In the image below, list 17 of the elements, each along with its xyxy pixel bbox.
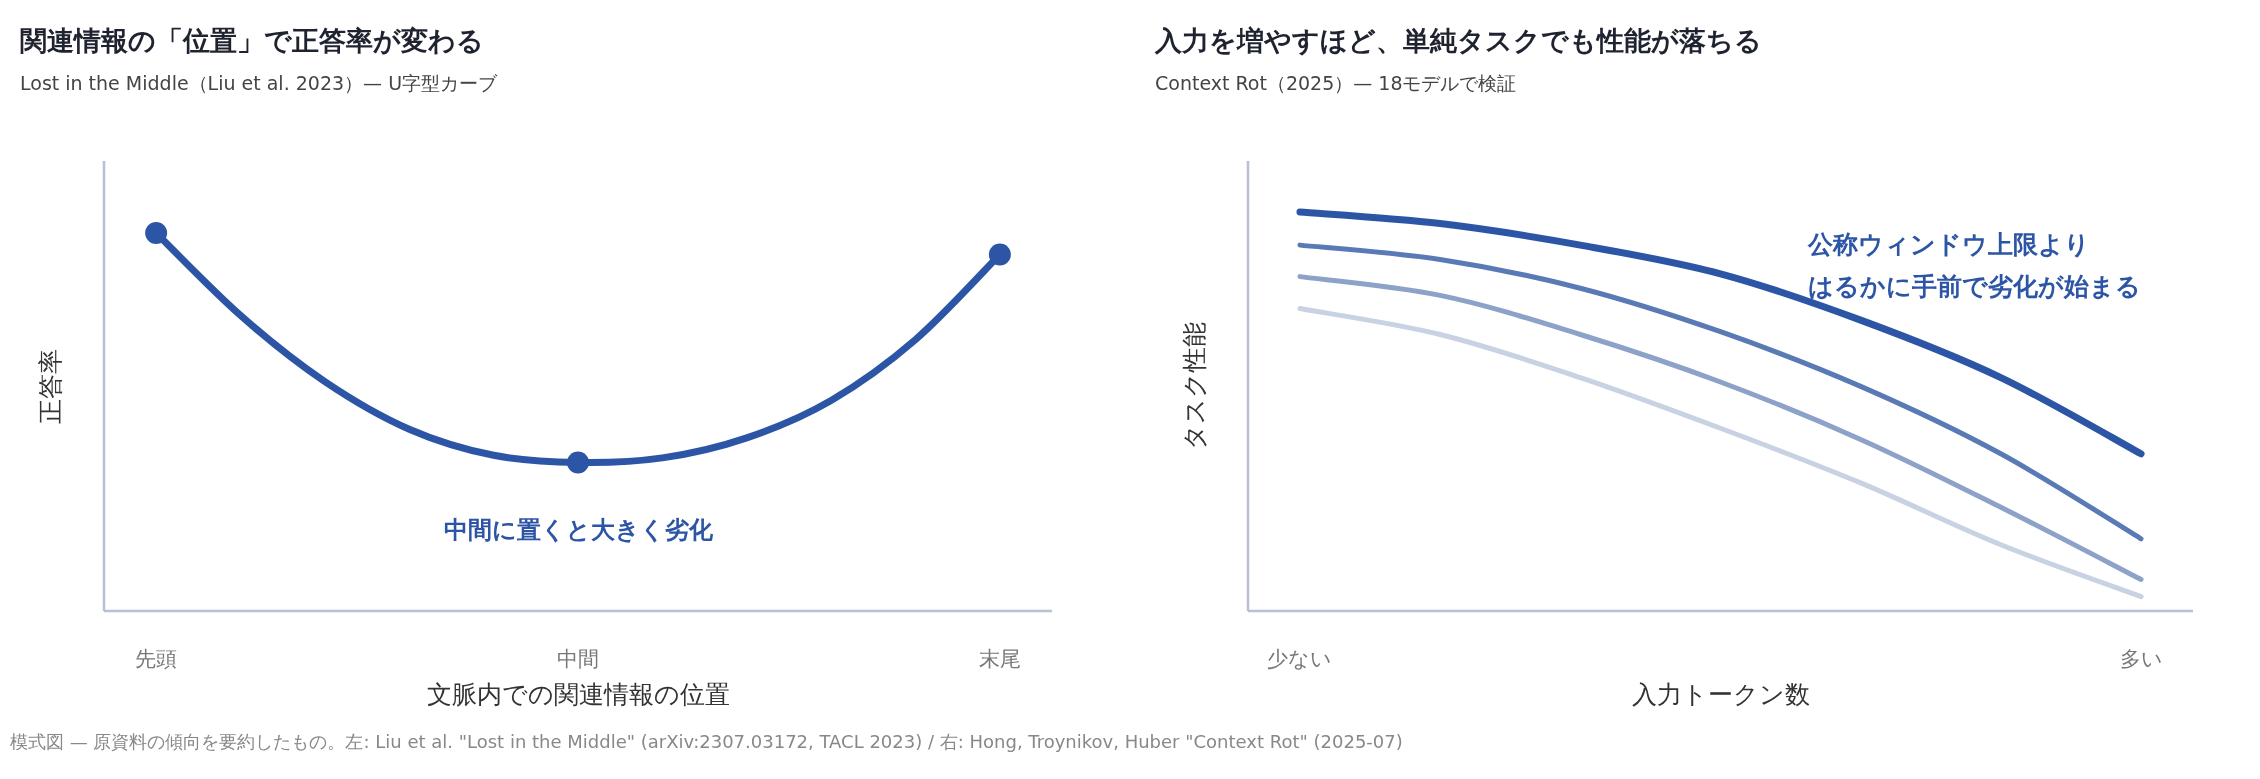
x-tick-label: 先頭 (135, 647, 178, 671)
annotation: はるかに手前で劣化が始まる (1808, 272, 2141, 301)
y-axis-title: 正答率 (36, 348, 65, 424)
x-tick-label: 末尾 (978, 647, 1021, 671)
x-tick-label: 少ない (1267, 647, 1333, 671)
x-tick-label: 中間 (557, 647, 599, 671)
x-axis-title: 入力トークン数 (1631, 680, 1810, 709)
chart-title: 関連情報の「位置」で正答率が変わる (20, 25, 484, 56)
chart-subtitle: Context Rot（2025）— 18モデルで検証 (1155, 72, 1517, 94)
annotation: 公称ウィンドウ上限より (1807, 230, 2090, 259)
chart-title: 入力を増やすほど、単純タスクでも性能が落ちる (1154, 25, 1762, 56)
x-tick-label: 多い (2119, 647, 2163, 671)
chart-subtitle: Lost in the Middle（Liu et al. 2023）— U字型カーブ (20, 72, 499, 94)
annotation: 中間に置くと大きく劣化 (443, 516, 714, 544)
y-axis-title: タスク性能 (1180, 322, 1209, 450)
text: 模式図 — 原資料の傾向を要約したもの。左: Liu et al. "Lost in the Middle" (arXiv:2307.03172, TACL 2023) / 右: Hong, Troynikov, Huber "Context Rot" (2025-07) (10, 731, 1403, 752)
x-axis-title: 文脈内での関連情報の位置 (426, 680, 730, 709)
